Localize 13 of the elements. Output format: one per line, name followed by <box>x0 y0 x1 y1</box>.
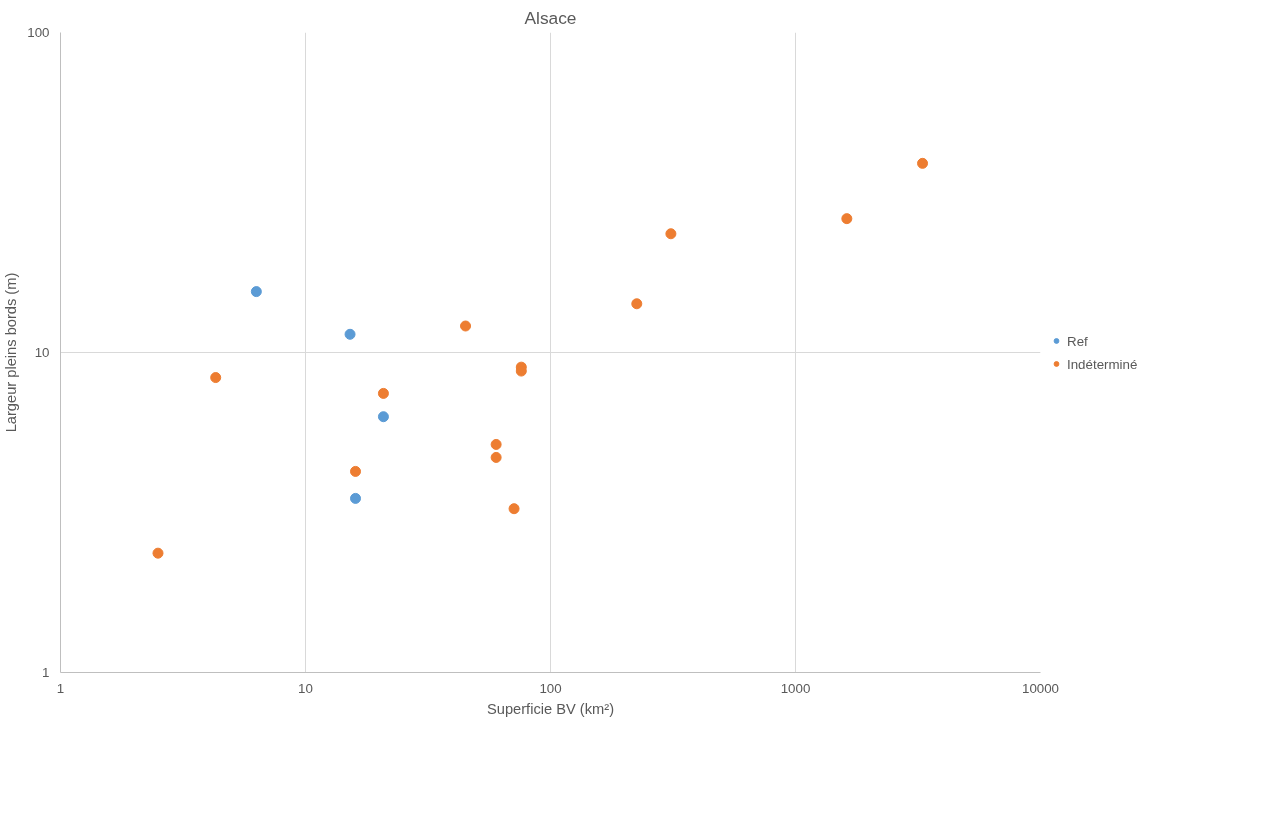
y-axis-title: Largeur pleins bords (m) <box>3 272 20 433</box>
x-tick-label: 10000 <box>1021 680 1060 696</box>
legend-label: Ref <box>1067 333 1088 348</box>
x-tick-label: 1000 <box>780 680 811 696</box>
x-tick-label: 1 <box>56 680 65 696</box>
chart-title: Alsace <box>524 7 577 28</box>
x-tick-label: 100 <box>539 680 562 696</box>
y-tick-label: 10 <box>34 345 50 360</box>
x-axis-title: Superficie BV (km²) <box>486 700 615 717</box>
y-tick-label: 1 <box>42 665 50 680</box>
legend-label: Indéterminé <box>1067 356 1138 371</box>
y-tick-label: 100 <box>27 25 50 40</box>
x-tick-label: 10 <box>298 680 313 696</box>
